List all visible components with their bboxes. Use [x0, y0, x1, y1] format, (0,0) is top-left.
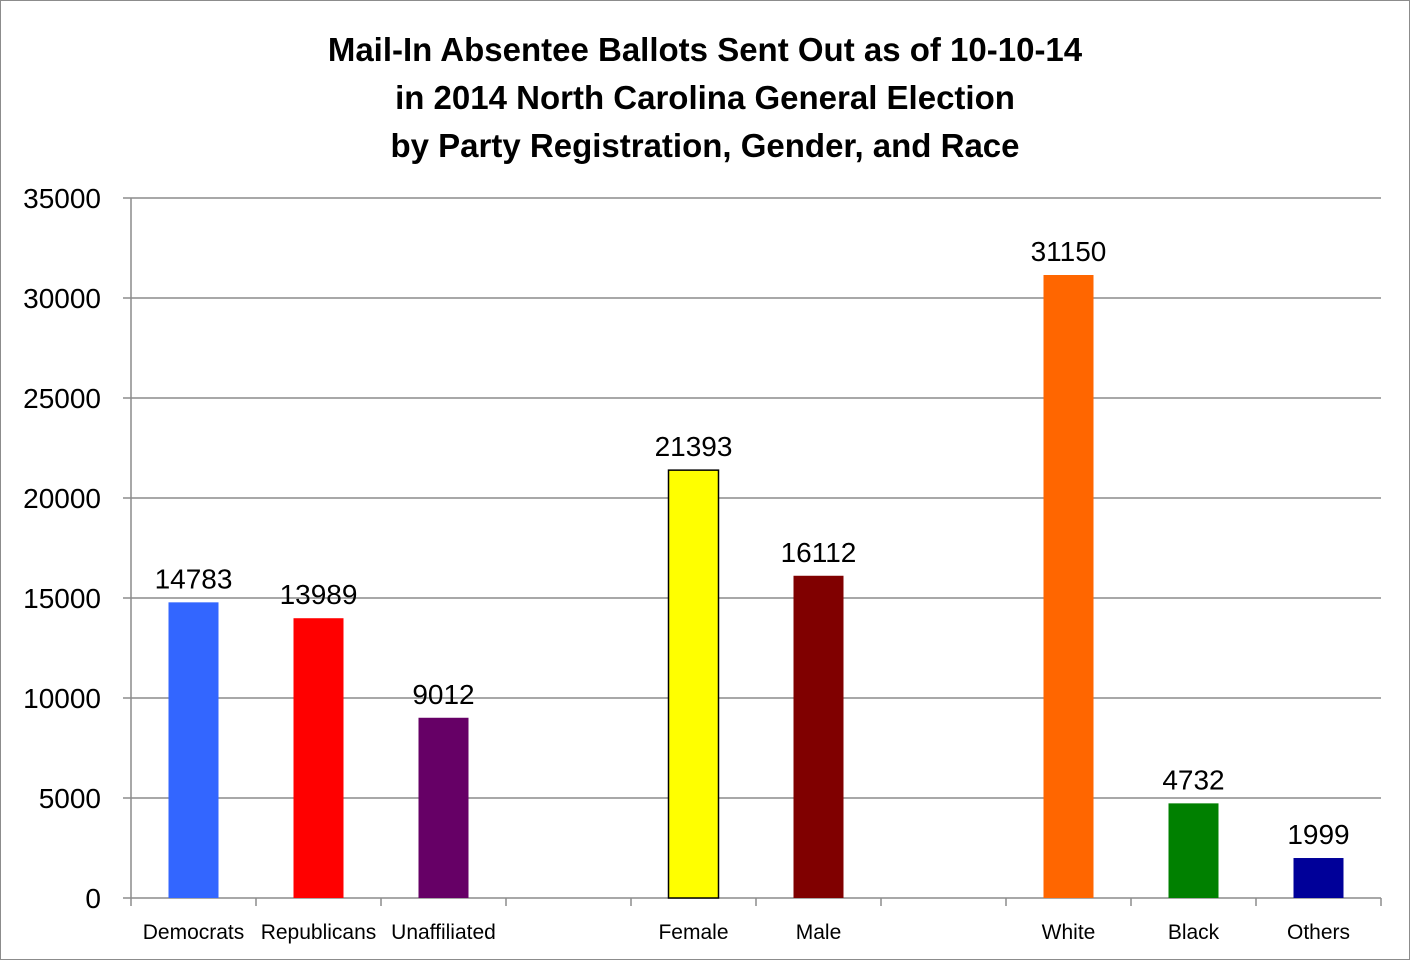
bar-democrats: [168, 602, 219, 898]
y-tick-label: 20000: [23, 483, 101, 514]
data-label-female: 21393: [655, 431, 733, 462]
x-axis-ticks: Democrats Republicans Unaffiliated Female Ma…: [143, 921, 1350, 944]
y-tick-label: 0: [85, 883, 101, 914]
bar-male: [793, 575, 844, 898]
bar-unaffiliated: [418, 717, 469, 898]
chart-title: Mail-In Absentee Ballots Sent Out as of …: [328, 31, 1083, 164]
data-label-democrats: 14783: [155, 563, 233, 594]
x-tick-label-white: White: [1042, 921, 1096, 944]
bar-republicans: [293, 618, 344, 898]
x-tick-label-female: Female: [658, 921, 728, 944]
chart-title-line-1: Mail-In Absentee Ballots Sent Out as of …: [328, 31, 1083, 68]
bar-others: [1293, 858, 1344, 898]
y-tick-label: 15000: [23, 583, 101, 614]
data-label-white: 31150: [1031, 236, 1107, 267]
y-tick-label: 10000: [23, 683, 101, 714]
data-label-others: 1999: [1287, 819, 1349, 850]
data-label-black: 4732: [1162, 764, 1224, 795]
y-tick-label: 25000: [23, 383, 101, 414]
x-tick-label-republicans: Republicans: [261, 921, 377, 944]
bars: [168, 275, 1344, 899]
x-tick-label-black: Black: [1168, 921, 1220, 944]
bar-white: [1043, 275, 1094, 898]
data-labels: 14783 13989 9012 21393 16112 31150 4732 1999: [155, 236, 1350, 850]
x-tick-label-others: Others: [1287, 921, 1350, 944]
data-label-republicans: 13989: [280, 579, 358, 610]
chart-title-line-2: in 2014 North Carolina General Election: [395, 79, 1015, 116]
chart-title-line-3: by Party Registration, Gender, and Race: [390, 127, 1019, 164]
data-label-unaffiliated: 9012: [412, 679, 474, 710]
x-tick-label-unaffiliated: Unaffiliated: [391, 921, 496, 944]
y-tick-label: 30000: [23, 283, 101, 314]
x-tick-label-male: Male: [796, 921, 842, 944]
data-label-male: 16112: [781, 537, 857, 568]
y-axis-ticks: 0 5000 10000 15000 20000 25000 30000 35000: [23, 183, 101, 914]
x-tick-label-democrats: Democrats: [143, 921, 245, 944]
bar-female: [667, 469, 720, 899]
y-tick-label: 5000: [39, 783, 101, 814]
bar-black: [1168, 803, 1219, 898]
y-tick-label: 35000: [23, 183, 101, 214]
